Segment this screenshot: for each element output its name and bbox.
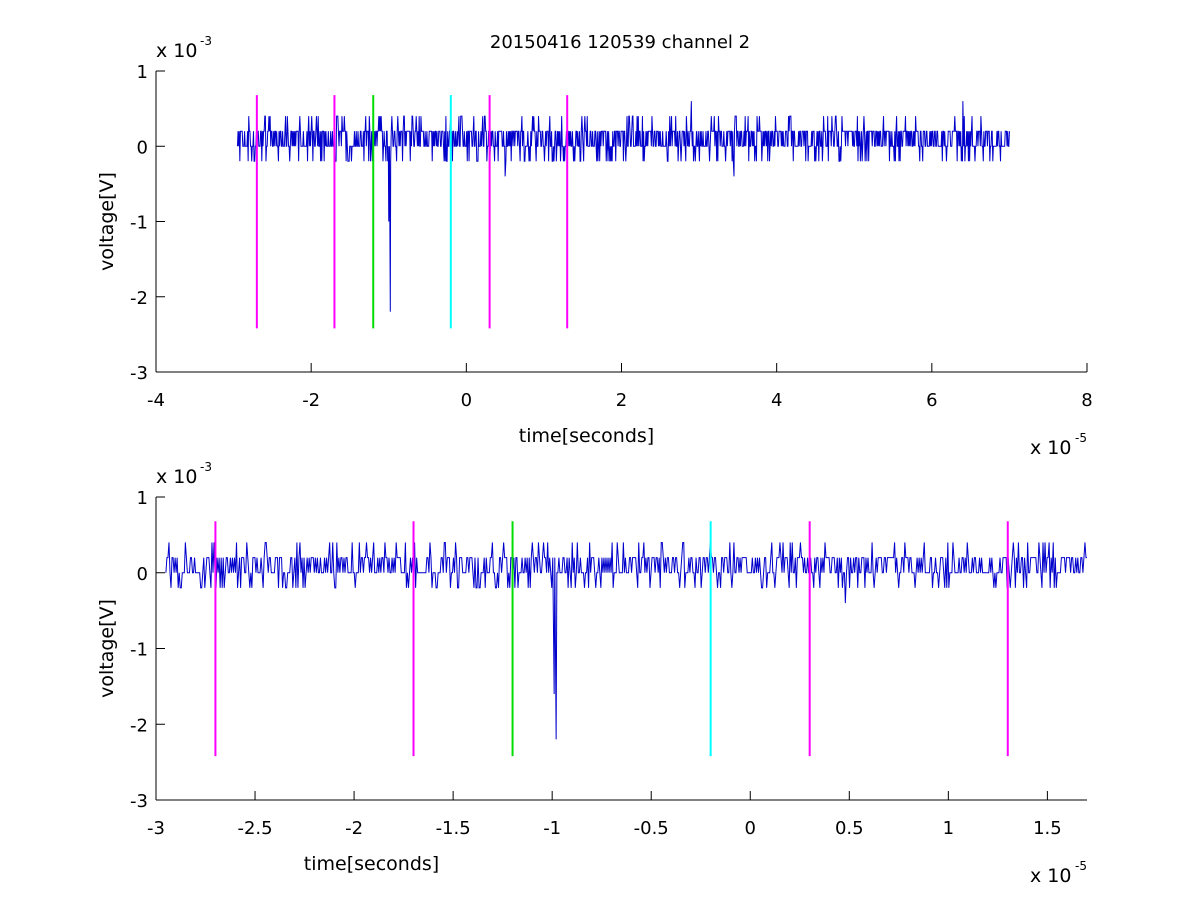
y-scale-label: x 10 [156,466,197,488]
y-scale-exponent: -3 [200,34,212,48]
x-scale-label: x 10 [1030,865,1071,887]
y-tick-label: -2 [130,715,148,736]
y-tick-label: -3 [130,791,148,812]
figure-title: 20150416 120539 channel 2 [490,32,750,53]
x-tick-label: 0 [461,390,472,411]
signal-trace [165,541,1087,740]
x-tick-label: 6 [926,390,937,411]
x-tick-label: -2.5 [237,818,272,839]
signal-trace [236,101,1010,312]
chart-panel-bottom: -3 -2.5 -2 -1.5 -1 -0.5 0 0.5 1 1.5 -3 -2 -1 0 1 time[s… [96,460,1087,887]
x-tick-label: -2 [345,818,363,839]
y-scale-label: x 10 [156,40,197,62]
y-tick-label: 0 [137,564,148,585]
x-scale-exponent: -5 [1075,859,1087,873]
x-scale-exponent: -5 [1075,431,1087,445]
x-tick-label: 0.5 [835,818,864,839]
x-scale-label: x 10 [1030,437,1071,459]
x-tick-label: 1 [943,818,954,839]
y-tick-label: -1 [130,213,148,234]
y-tick-label: 0 [137,137,148,158]
x-tick-label: 1.5 [1033,818,1062,839]
y-axis-label: voltage[V] [96,599,118,698]
x-tick-label: 4 [771,390,782,411]
y-scale-exponent: -3 [200,460,212,474]
x-tick-label: -1 [543,818,561,839]
x-tick-label: -4 [147,390,165,411]
y-axis-label: voltage[V] [96,172,118,271]
y-tick-label: -2 [130,288,148,309]
x-axis-label: time[seconds] [519,425,654,447]
x-tick-label: 0 [745,818,756,839]
x-tick-label: -3 [147,818,165,839]
x-axis-label: time[seconds] [304,853,439,875]
y-tick-label: 1 [137,488,148,509]
y-tick-label: -1 [130,640,148,661]
x-tick-label: 8 [1081,390,1092,411]
x-tick-label: -1.5 [436,818,471,839]
chart-panel-top: -4 -2 0 2 4 6 8 -3 -2 -1 0 1 time[seconds] voltage[V]… [96,34,1093,459]
y-tick-label: -3 [130,363,148,384]
x-tick-label: 2 [616,390,627,411]
y-tick-label: 1 [137,62,148,83]
x-tick-label: -2 [302,390,320,411]
x-tick-label: -0.5 [634,818,669,839]
